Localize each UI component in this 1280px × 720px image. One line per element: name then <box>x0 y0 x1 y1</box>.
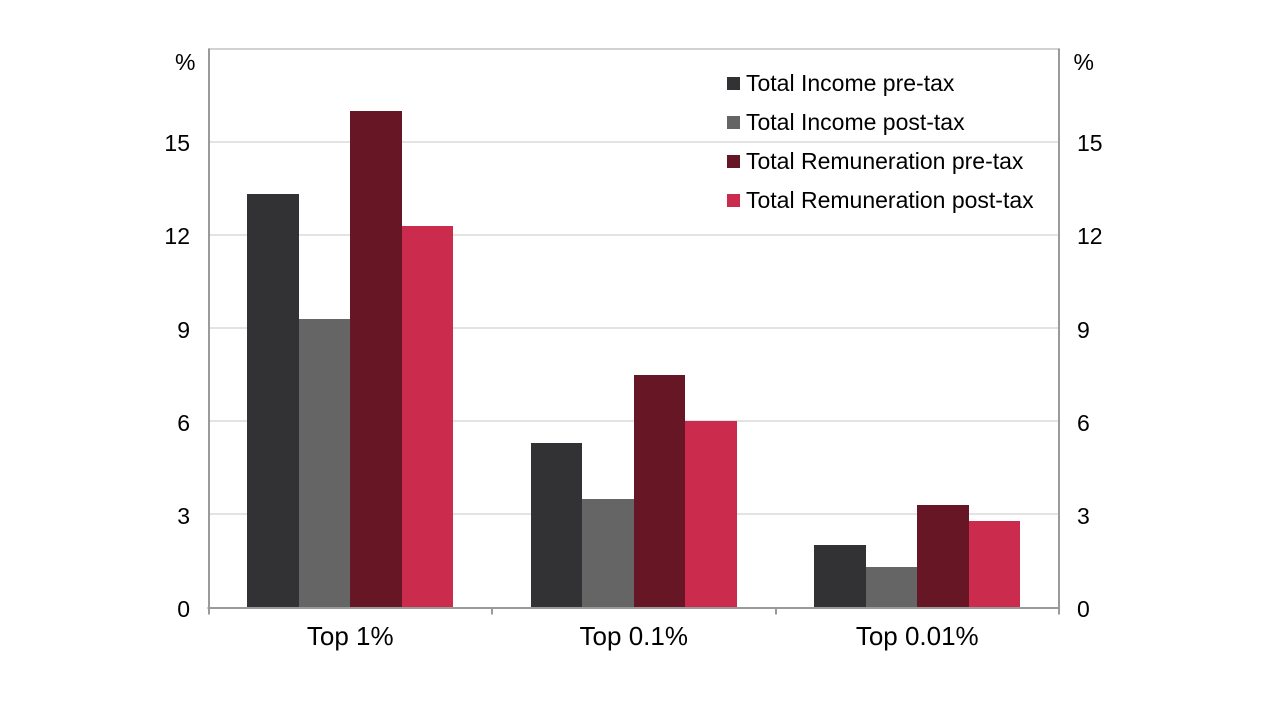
x-category-label: Top 0.1% <box>579 621 688 651</box>
y-tick-label-left: 12 <box>164 223 190 250</box>
bar <box>582 499 634 608</box>
bars <box>247 111 1020 608</box>
legend-label: Total Remuneration post-tax <box>746 187 1034 214</box>
bar <box>634 375 685 608</box>
bar <box>299 319 350 608</box>
x-category-label: Top 1% <box>306 621 394 651</box>
y-axis-unit-left: % <box>175 48 196 75</box>
y-tick-label-right: 15 <box>1077 130 1103 157</box>
bar <box>685 421 737 608</box>
legend-swatch-icon <box>727 76 740 90</box>
y-tick-label-right: 0 <box>1077 596 1090 622</box>
legend-item: Total Income pre-tax <box>727 69 955 96</box>
y-tick-label-right: 12 <box>1077 223 1103 250</box>
bar <box>531 443 582 608</box>
bar <box>969 521 1020 608</box>
x-category-label: Top 0.01% <box>855 621 979 651</box>
y-tick-label-left: 15 <box>164 130 190 157</box>
y-tick-label-left: 0 <box>177 596 190 622</box>
legend-swatch-icon <box>727 115 740 129</box>
bar <box>247 194 299 608</box>
bar <box>814 545 866 608</box>
bar <box>402 226 453 608</box>
legend-item: Total Remuneration pre-tax <box>727 150 1023 173</box>
y-tick-label-right: 3 <box>1077 502 1090 529</box>
legend-label: Total Income pre-tax <box>746 69 955 96</box>
y-tick-label-left: 6 <box>177 409 190 436</box>
y-tick-label-right: 6 <box>1077 409 1090 436</box>
legend-item: Total Remuneration post-tax <box>727 189 1034 212</box>
axes <box>207 48 1060 615</box>
bar <box>917 505 969 608</box>
y-axis-unit-right: % <box>1073 48 1094 75</box>
bar <box>350 111 402 608</box>
y-tick-label-left: 3 <box>177 502 190 529</box>
legend-item: Total Income post-tax <box>727 108 965 135</box>
y-tick-label-left: 9 <box>177 316 190 343</box>
legend-label: Total Remuneration pre-tax <box>746 148 1024 175</box>
legend-swatch-icon <box>727 155 740 169</box>
y-tick-label-right: 9 <box>1077 316 1090 343</box>
bar <box>866 567 917 608</box>
legend-swatch-icon <box>727 194 740 208</box>
legend-label: Total Income post-tax <box>746 108 965 135</box>
